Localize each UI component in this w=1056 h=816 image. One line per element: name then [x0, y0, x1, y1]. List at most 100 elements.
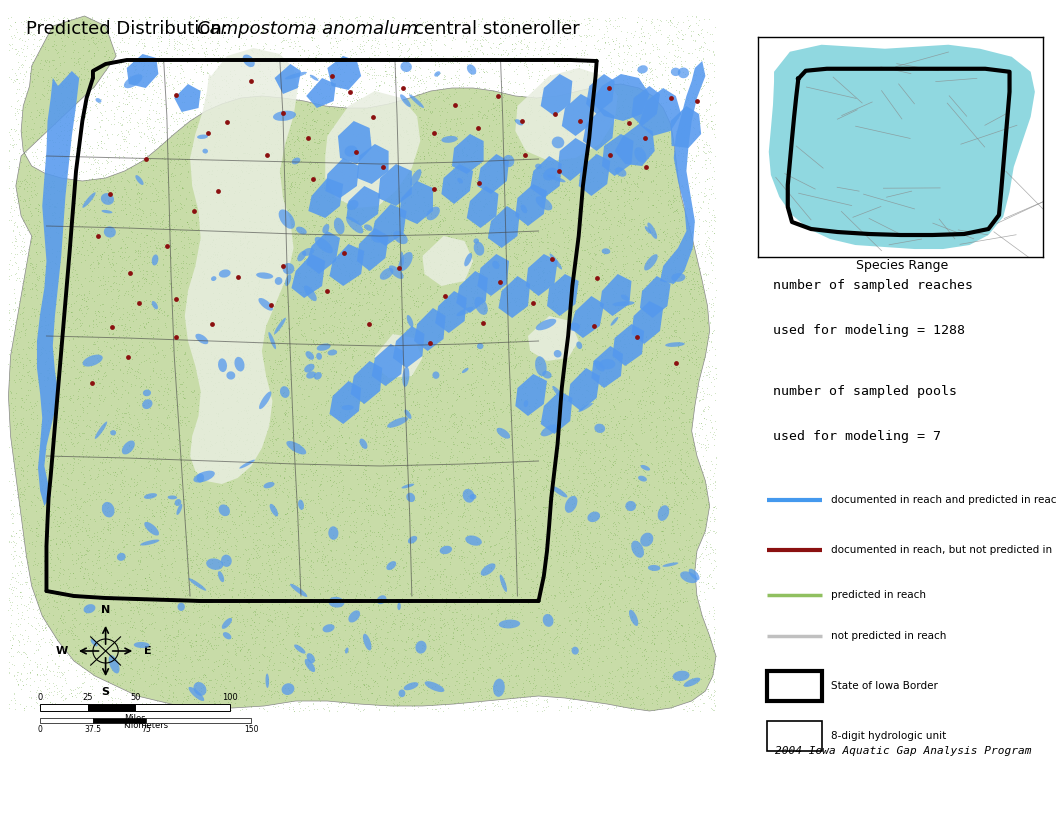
Point: [325, 166, 342, 180]
Point: [508, 155, 525, 168]
Point: [246, 539, 263, 552]
Point: [253, 558, 270, 571]
Point: [640, 668, 657, 681]
Point: [251, 579, 268, 592]
Point: [535, 703, 552, 716]
Point: [48, 200, 64, 213]
Point: [516, 386, 533, 399]
Point: [427, 381, 444, 394]
Point: [168, 410, 185, 424]
Point: [473, 203, 490, 216]
Point: [510, 588, 527, 601]
Point: [196, 356, 213, 369]
Point: [251, 275, 268, 288]
Point: [442, 487, 459, 500]
Point: [296, 685, 313, 698]
Point: [628, 228, 645, 241]
Point: [261, 361, 278, 375]
Point: [522, 628, 539, 641]
Point: [475, 168, 492, 181]
Point: [239, 596, 256, 610]
Point: [155, 184, 172, 197]
Point: [294, 329, 310, 342]
Point: [553, 517, 570, 530]
Point: [221, 215, 238, 228]
Point: [525, 453, 542, 466]
Point: [543, 47, 560, 60]
Point: [284, 73, 301, 86]
Point: [32, 632, 49, 645]
Point: [109, 100, 126, 113]
Point: [391, 49, 408, 62]
Point: [456, 352, 473, 365]
Point: [451, 552, 468, 565]
Point: [658, 508, 675, 521]
Point: [435, 244, 452, 257]
Point: [74, 307, 91, 320]
Point: [126, 433, 143, 446]
Point: [661, 15, 678, 28]
Point: [421, 72, 438, 85]
Point: [258, 468, 275, 481]
Point: [130, 415, 147, 428]
Point: [230, 509, 247, 522]
Point: [271, 529, 288, 542]
Point: [279, 274, 296, 287]
Point: [322, 380, 339, 393]
Point: [211, 588, 228, 601]
Point: [508, 357, 525, 370]
Point: [564, 128, 581, 141]
Point: [211, 496, 228, 509]
Point: [140, 335, 157, 348]
Point: [279, 619, 296, 632]
Point: [254, 676, 271, 690]
Point: [643, 361, 660, 374]
Point: [295, 510, 312, 523]
Point: [247, 445, 264, 458]
Point: [133, 406, 150, 419]
Point: [254, 78, 271, 91]
Point: [89, 155, 106, 168]
Point: [180, 441, 196, 454]
Point: [704, 161, 721, 174]
Point: [484, 500, 501, 513]
Point: [645, 310, 662, 323]
Point: [168, 690, 185, 703]
Point: [52, 642, 69, 655]
Point: [511, 447, 528, 460]
Point: [282, 500, 299, 513]
Point: [136, 54, 153, 67]
Point: [278, 313, 295, 326]
Point: [356, 527, 373, 540]
Point: [489, 517, 506, 530]
Point: [561, 193, 578, 206]
Point: [531, 129, 548, 142]
Point: [406, 685, 422, 698]
Point: [345, 308, 362, 321]
Point: [434, 642, 451, 655]
Point: [574, 138, 591, 151]
Point: [516, 269, 533, 282]
Point: [341, 111, 358, 124]
Point: [118, 624, 135, 637]
Point: [590, 309, 607, 322]
Point: [652, 405, 668, 418]
Point: [283, 694, 300, 707]
Point: [675, 626, 692, 639]
Point: [75, 444, 92, 457]
Point: [125, 591, 142, 604]
Point: [650, 482, 667, 495]
Point: [285, 444, 302, 457]
Point: [206, 129, 223, 142]
Point: [449, 112, 466, 125]
Point: [204, 301, 221, 314]
Point: [400, 127, 417, 140]
Point: [212, 667, 229, 680]
Point: [701, 232, 718, 245]
Point: [373, 153, 390, 166]
Point: [247, 261, 264, 274]
Point: [502, 107, 518, 120]
Point: [518, 650, 535, 663]
Point: [324, 671, 341, 684]
Point: [0, 313, 17, 326]
